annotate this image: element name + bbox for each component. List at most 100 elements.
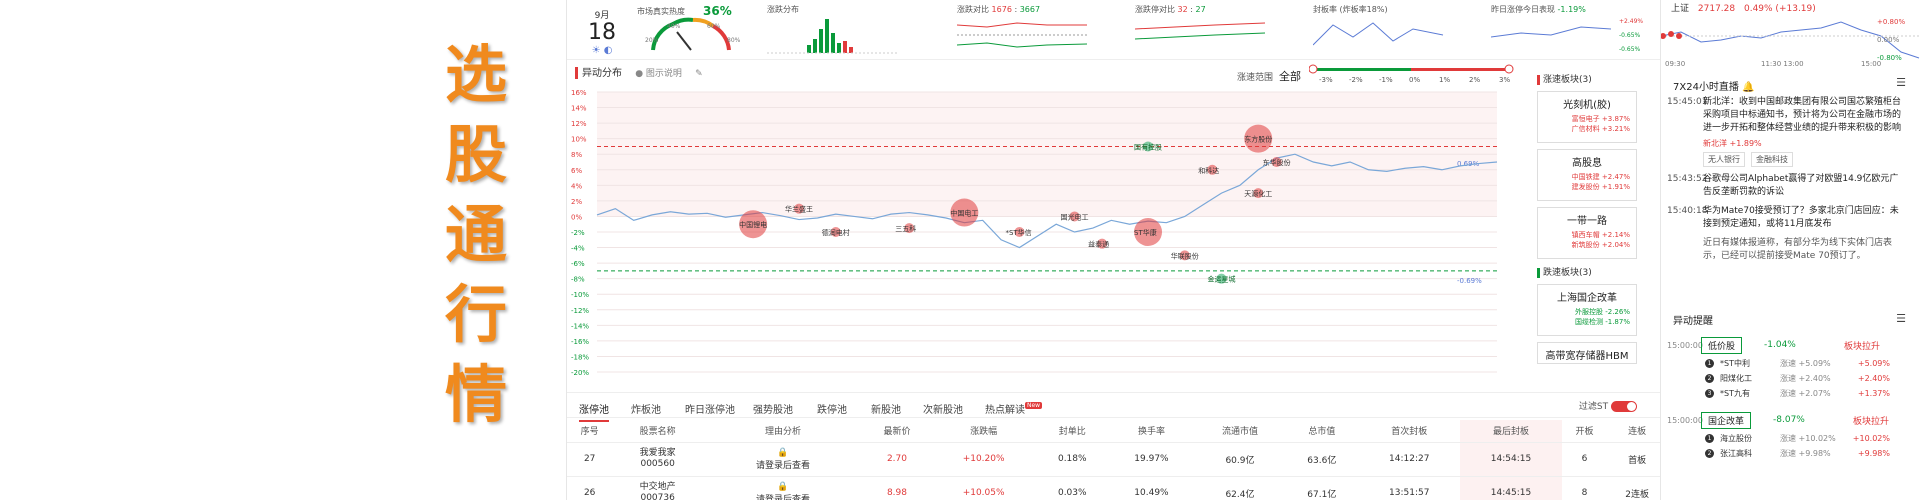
tab-hot[interactable]: 热点解读 New	[985, 402, 1043, 416]
right-panel: 上证 2717.28 0.49% (+13.19) 09:30 11:30 13…	[1660, 0, 1920, 500]
svg-text:-0.65%: -0.65%	[1619, 32, 1641, 39]
stock-bubble	[1134, 218, 1163, 246]
stock-bubble	[1271, 157, 1282, 167]
table-row[interactable]: 27 我爱我家 000560 🔒 请登录后查看 2.70 +10.20% 0.18% 1…	[567, 442, 1667, 477]
alert-group[interactable]: 15:00:00 低价股 -1.04% 板块拉升	[1667, 334, 1917, 356]
login-link[interactable]: 请登录后查看	[755, 494, 810, 500]
table-row[interactable]: 26 中交地产 000736 🔒 请登录后查看 8.98 +10.05% 0.03% 1…	[567, 476, 1667, 500]
tab-new-stocks[interactable]: 新股池	[871, 405, 901, 416]
dist-bars	[767, 19, 897, 54]
section-title: 异动分布	[582, 68, 622, 79]
stock-bubble	[1207, 164, 1218, 175]
heat-value: 36%	[703, 4, 732, 18]
legend-button[interactable]: ● 图示说明	[635, 69, 682, 79]
y-tick-label: -12%	[571, 307, 589, 315]
tab-yesterday[interactable]: 昨日涨停池	[685, 405, 735, 416]
y-tick-label: 10%	[571, 136, 587, 144]
stock-label: 益泰通	[1088, 240, 1109, 249]
index-header[interactable]: 上证 2717.28 0.49% (+13.19)	[1671, 4, 1816, 14]
y-tick-label: -4%	[571, 245, 585, 253]
range-tick: 2%	[1469, 76, 1480, 84]
sun-moon-icon[interactable]: ☀ ◐	[591, 45, 613, 56]
stock-bubble	[1069, 211, 1080, 222]
speed-range[interactable]: 涨速范围 全部	[1237, 70, 1302, 83]
svg-text:0.00%: 0.00%	[1877, 36, 1900, 44]
sector-card[interactable]: 高带宽存储器HBM	[1537, 342, 1637, 364]
pool-tabs: 涨停池 炸板池 昨日涨停池 强势股池 跌停池 新股池 次新股池 热点解读 New …	[567, 392, 1667, 422]
y-tick-label: 6%	[571, 167, 582, 175]
stock-label: 中国电工	[950, 209, 978, 218]
sector-card[interactable]: 上海国企改革 外服控股 -2.26% 国缆检测 -1.87%	[1537, 284, 1637, 336]
stock-bubble	[1014, 227, 1025, 237]
date-picker[interactable]: 9月 18 ☀ ◐	[585, 8, 619, 56]
seal-lines	[1312, 22, 1444, 46]
svg-text:+2.49%: +2.49%	[1619, 18, 1643, 25]
alert-stock[interactable]: 3 *ST九有 涨速 +2.07% +1.37%	[1667, 386, 1917, 401]
limit-compare: 涨跌停对比 32 : 27	[1134, 4, 1305, 56]
seal-rate: 封板率 (炸板率18%)	[1312, 4, 1483, 56]
menu-icon[interactable]: ☰	[1896, 76, 1906, 89]
filter-toggle[interactable]	[1611, 401, 1637, 412]
news-item[interactable]: 15:45:01 新北洋：收到中国邮政集团有限公司国芯繁殖柜台采购项目中标通知书…	[1667, 96, 1907, 167]
heat-gauge-arc: 40% 60% 20% 80%	[645, 17, 741, 51]
news-feed: 15:45:01 新北洋：收到中国邮政集团有限公司国芯繁殖柜台采购项目中标通知书…	[1667, 96, 1907, 269]
svg-text:-0.65%: -0.65%	[1619, 46, 1641, 53]
tab-limit-down[interactable]: 跌停池	[817, 405, 847, 416]
index-intraday-chart[interactable]: 09:30 11:30 13:00 15:00 +0.80% 0.00% -0.…	[1661, 12, 1920, 68]
y-tick-label: -6%	[571, 260, 585, 268]
down-sector-header: 跌速板块(3)	[1537, 265, 1637, 278]
day-label: 18	[588, 20, 616, 45]
news-item[interactable]: 15:43:52 谷歌母公司Alphabet赢得了对欧盟14.9亿欧元广告反垄断罚…	[1667, 174, 1899, 197]
svg-text:-0.80%: -0.80%	[1877, 54, 1902, 62]
y-tick-label: 0%	[571, 213, 582, 221]
updown-distribution: 涨跌分布	[767, 4, 937, 56]
y-tick-label: -20%	[571, 369, 589, 377]
svg-text:+0.80%: +0.80%	[1877, 18, 1905, 26]
stock-bubble	[1097, 238, 1108, 249]
tab-sub-new[interactable]: 次新股池	[923, 405, 963, 416]
market-overview-bar: 9月 18 ☀ ◐ 市场真实热度 36% 40% 60% 20% 80%	[567, 0, 1667, 60]
sector-card[interactable]: 高股息 中国铁建 +2.47% 建发股份 +1.91%	[1537, 149, 1637, 201]
alert-stock[interactable]: 2 张江高科 涨速 +9.98% +9.98%	[1667, 446, 1917, 461]
alerts-title: 异动提醒	[1673, 316, 1713, 327]
tab-broken[interactable]: 炸板池	[631, 405, 661, 416]
updown-compare: 涨跌对比 1676 : 3667	[956, 4, 1127, 56]
news-item[interactable]: 近日有媒体报道称，有部分华为线下实体门店表示，已经可以提前接受Mate 70预订…	[1703, 238, 1893, 261]
stock-label: 金运星城	[1207, 275, 1235, 284]
stock-label: *ST华信	[1005, 228, 1031, 237]
yesterday-limit: 昨日涨停今日表现 -1.19% +2.49% -0.65% -0.65%	[1490, 4, 1661, 56]
edit-icon[interactable]: ✎	[695, 69, 703, 79]
alert-stock[interactable]: 1 海立股份 涨速 +10.02% +10.02%	[1667, 431, 1917, 446]
tab-strong[interactable]: 强势股池	[753, 405, 793, 416]
tab-limit-up[interactable]: 涨停池	[579, 401, 609, 422]
stock-label: ST华康	[1134, 228, 1157, 237]
alert-group[interactable]: 15:00:00 国企改革 -8.07% 板块拉升	[1667, 409, 1917, 431]
market-app: 9月 18 ☀ ◐ 市场真实热度 36% 40% 60% 20% 80%	[566, 0, 1667, 500]
news-item[interactable]: 15:40:18 华为Mate70接受预订了？多家北京门店回应：未接到预定通知，或…	[1667, 206, 1899, 229]
y-tick-label: 14%	[571, 105, 587, 113]
stock-bubble	[794, 203, 805, 214]
alert-stock[interactable]: 2 阳煤化工 涨速 +2.40% +2.40%	[1667, 371, 1917, 386]
limit-label: 涨跌停对比 32 : 27	[1135, 5, 1206, 14]
sector-card[interactable]: 光刻机(胶) 富恒电子 +3.87% 广信材料 +3.21%	[1537, 91, 1637, 143]
movement-chart[interactable]: 16% 14% 12% 10% 8% 6% 4% 2% 0% -2% -4% -6% -8% -10% -1…	[567, 82, 1517, 382]
filter-st[interactable]: 过滤ST	[1579, 399, 1637, 412]
limit-lines	[1134, 22, 1266, 40]
range-slider[interactable]: -3% -2% -1% 0% 1% 2% 3%	[1309, 64, 1519, 84]
stock-bubble	[1179, 250, 1190, 261]
stock-label: 中国锂电	[739, 220, 767, 229]
right-label: -0.69%	[1457, 277, 1482, 285]
stock-bubble	[1143, 141, 1154, 152]
menu-icon[interactable]: ☰	[1896, 312, 1906, 325]
sector-card[interactable]: 一带一路 镇西车帽 +2.14% 新筑股份 +2.04%	[1537, 207, 1637, 259]
alert-stock[interactable]: 1 *ST中利 涨速 +5.09% +5.09%	[1667, 356, 1917, 371]
svg-text:15:00: 15:00	[1861, 60, 1881, 68]
stock-label: 东方股份	[1244, 135, 1272, 144]
stock-label: 三五科	[895, 224, 916, 233]
login-link[interactable]: 请登录后查看	[755, 460, 810, 471]
stock-label: 国有控股	[1134, 142, 1162, 151]
promo-char: 通	[444, 198, 507, 271]
y-tick-label: 2%	[571, 198, 582, 206]
stock-label: 德润电村	[822, 228, 850, 237]
